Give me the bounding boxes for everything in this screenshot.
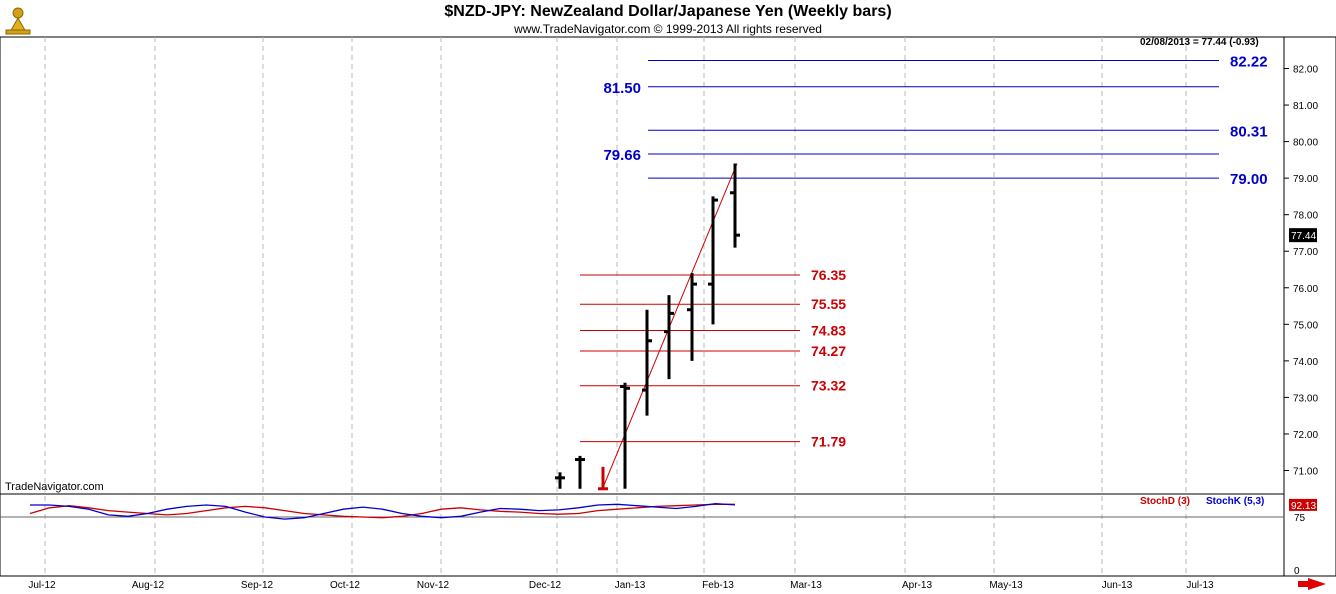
last-quote-label: 02/08/2013 = 77.44 (-0.93): [1140, 37, 1259, 48]
time-tick-label: Jan-13: [615, 580, 646, 591]
time-tick-label: Jun-13: [1102, 580, 1133, 591]
extension-level-label: 81.50: [603, 80, 641, 97]
stochastic-panel: 75 0 92.13: [0, 498, 1317, 577]
price-tick-label: 72.00: [1293, 430, 1318, 441]
retracement-level-label: 73.32: [811, 378, 846, 394]
fib-levels: 82.22 81.50 80.31 79.66 79.00 76.35 75.55 74.83…: [580, 53, 1268, 450]
time-tick-label: Oct-12: [330, 580, 360, 591]
time-axis: Jul-12 Aug-12 Sep-12 Oct-12 Nov-12 Dec-12 Jan-…: [28, 580, 1214, 591]
price-tick-label: 81.00: [1293, 101, 1318, 112]
price-tick-label: 76.00: [1293, 284, 1318, 295]
scroll-right-arrow-icon[interactable]: [1298, 578, 1326, 590]
time-tick-label: Mar-13: [790, 580, 822, 591]
time-tick-label: Dec-12: [529, 580, 562, 591]
stoch-series-line: [30, 502, 736, 520]
stochk-legend: StochK (5,3): [1206, 496, 1265, 507]
stoch-tick-75: 75: [1294, 513, 1306, 524]
current-price-box: [1289, 228, 1317, 243]
time-tick-label: Aug-12: [132, 580, 165, 591]
time-tick-label: Nov-12: [417, 580, 450, 591]
price-tick-label: 82.00: [1293, 65, 1318, 76]
stoch-tick-0: 0: [1294, 566, 1300, 577]
chart-title: $NZD-JPY: NewZealand Dollar/Japanese Yen…: [444, 3, 892, 20]
extension-level-label: 79.00: [1230, 171, 1268, 188]
stoch-current-box: [1289, 498, 1317, 511]
price-tick-label: 78.00: [1293, 211, 1318, 222]
price-tick-label: 74.00: [1293, 357, 1318, 368]
price-tick-label: 75.00: [1293, 320, 1318, 331]
current-price-label: 77.44: [1291, 231, 1316, 242]
retracement-level-label: 74.27: [811, 343, 846, 359]
watermark-label: TradeNavigator.com: [5, 481, 104, 493]
extension-level-label: 80.31: [1230, 123, 1268, 140]
price-axis: 82.00 81.00 80.00 79.00 78.00 77.00 76.00 75.00…: [1284, 65, 1318, 478]
price-tick-label: 77.00: [1293, 247, 1318, 258]
trade-navigator-logo-icon: [0, 0, 36, 36]
stoch-current-label: 92.13: [1291, 501, 1316, 512]
time-tick-label: Sep-12: [241, 580, 274, 591]
price-tick-label: 80.00: [1293, 138, 1318, 149]
retracement-level-label: 71.79: [811, 434, 846, 450]
extension-level-label: 79.66: [603, 147, 641, 164]
stochd-legend: StochD (3): [1140, 496, 1190, 507]
extension-level-label: 82.22: [1230, 53, 1268, 70]
price-tick-label: 73.00: [1293, 393, 1318, 404]
time-tick-label: May-13: [989, 580, 1023, 591]
copyright-notice: www.TradeNavigator.com © 1999-2013 All r…: [514, 22, 822, 36]
plot-border: [0, 36, 1285, 577]
ohlc-bars: [555, 163, 740, 491]
retracement-level-label: 75.55: [811, 296, 846, 312]
time-tick-label: Jul-12: [28, 580, 56, 591]
time-tick-label: Feb-13: [702, 580, 734, 591]
retracement-level-label: 76.35: [811, 267, 846, 283]
axis-panel: [1283, 36, 1336, 577]
chart-frame: [0, 36, 1336, 577]
time-tick-label: Apr-13: [902, 580, 932, 591]
price-tick-label: 79.00: [1293, 174, 1318, 185]
time-tick-label: Jul-13: [1186, 580, 1214, 591]
price-tick-label: 71.00: [1293, 467, 1318, 478]
retracement-level-label: 74.83: [811, 323, 846, 339]
